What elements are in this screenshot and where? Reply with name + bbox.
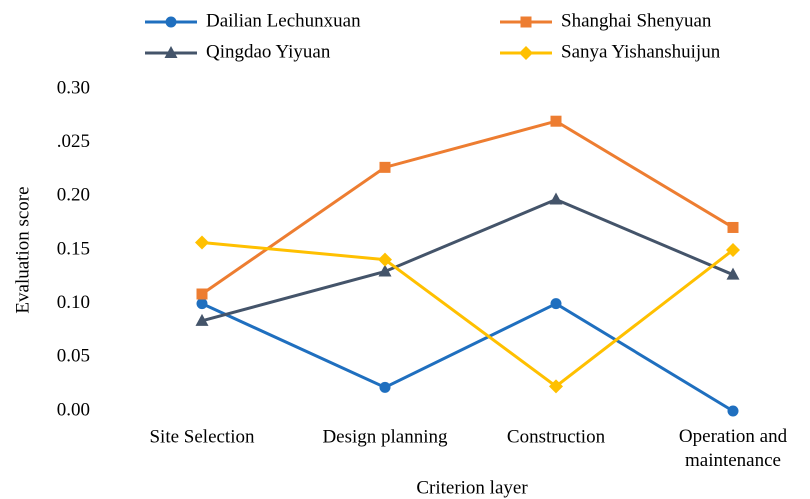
x-tick-line: maintenance	[685, 450, 781, 471]
series-line	[201, 301, 734, 413]
y-tick-label: 0.00	[57, 399, 90, 420]
y-tick-label: 0.15	[57, 238, 90, 259]
marker	[727, 405, 739, 417]
marker	[196, 288, 208, 300]
marker	[165, 16, 177, 28]
marker	[164, 46, 178, 58]
x-axis-title: Criterion layer	[416, 477, 528, 498]
marker	[550, 298, 562, 310]
legend-label: Qingdao Yiyuan	[206, 41, 331, 62]
series-line	[201, 197, 734, 323]
marker	[195, 313, 209, 326]
y-tick-label: 0.30	[57, 77, 90, 98]
series-line	[201, 240, 734, 389]
x-tick-label: Construction	[507, 426, 606, 447]
marker	[196, 298, 208, 310]
marker	[378, 264, 392, 277]
x-tick-label: Operation and maintenance	[679, 426, 788, 471]
marker	[549, 192, 563, 205]
marker	[726, 267, 740, 280]
x-tick-label: Site Selection	[149, 426, 255, 447]
legend-label: Sanya Yishanshuijun	[561, 41, 721, 62]
series	[195, 192, 740, 326]
marker	[520, 16, 532, 28]
x-tick-line: Operation and	[679, 426, 788, 447]
series	[196, 298, 739, 417]
x-tick-label: Design planning	[322, 426, 448, 447]
marker	[549, 379, 563, 394]
series	[195, 235, 740, 394]
y-tick-label: 0.05	[57, 346, 90, 367]
marker	[379, 161, 391, 173]
marker	[519, 46, 533, 60]
marker	[726, 243, 740, 257]
marker	[550, 115, 562, 127]
marker	[727, 221, 739, 233]
series-line	[201, 119, 734, 296]
y-axis-title: Evaluation score	[12, 186, 33, 313]
marker	[379, 381, 391, 393]
legend-label: Shanghai Shenyuan	[561, 10, 712, 31]
marker	[378, 252, 392, 267]
y-tick-label: 0.20	[57, 185, 90, 206]
marker	[195, 235, 209, 250]
series	[196, 115, 739, 300]
y-tick-label: 0.10	[57, 292, 90, 313]
y-tick-label: .025	[57, 131, 90, 152]
legend-label: Dailian Lechunxuan	[206, 10, 361, 31]
